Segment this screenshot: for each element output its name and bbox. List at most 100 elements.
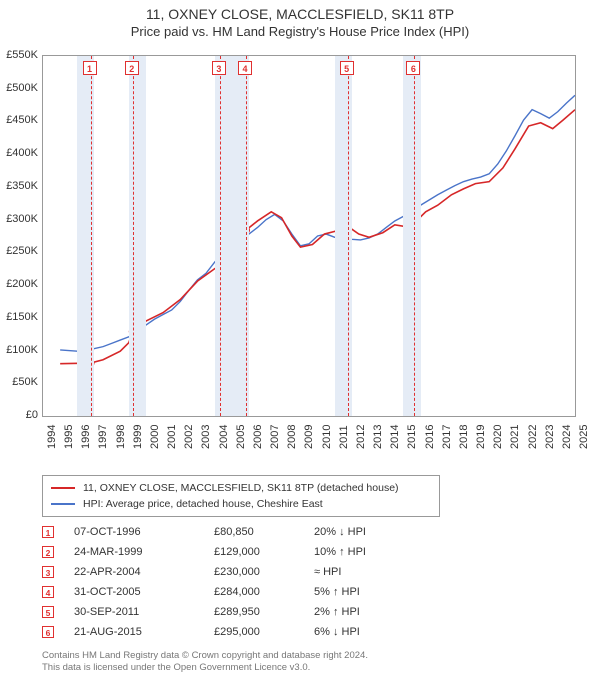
- x-tick-label: 2011: [338, 425, 350, 449]
- footer-line-2: This data is licensed under the Open Gov…: [42, 662, 368, 674]
- y-tick-label: £350K: [0, 180, 42, 192]
- x-tick-label: 1994: [46, 425, 58, 449]
- sale-marker-badge: 5: [340, 61, 354, 75]
- y-tick-label: £400K: [0, 147, 42, 159]
- transaction-badge: 6: [42, 626, 54, 638]
- year-band: [129, 56, 146, 416]
- year-band: [403, 56, 420, 416]
- x-tick-label: 2018: [458, 425, 470, 449]
- transaction-price: £289,950: [214, 606, 314, 618]
- transaction-badge: 1: [42, 526, 54, 538]
- title-line-1: 11, OXNEY CLOSE, MACCLESFIELD, SK11 8TP: [0, 6, 600, 22]
- y-tick-label: £50K: [0, 376, 42, 388]
- chart-container: 11, OXNEY CLOSE, MACCLESFIELD, SK11 8TP …: [0, 0, 600, 680]
- y-tick-label: £250K: [0, 245, 42, 257]
- x-tick-label: 2024: [561, 425, 573, 449]
- transaction-price: £80,850: [214, 526, 314, 538]
- transaction-row: 621-AUG-2015£295,0006% ↓ HPI: [42, 622, 434, 642]
- year-band: [335, 56, 352, 416]
- transaction-row: 4 31-OCT-2005£284,0005% ↑ HPI: [42, 582, 434, 602]
- sale-marker-badge: 2: [125, 61, 139, 75]
- x-tick-label: 2008: [286, 425, 298, 449]
- transaction-badge: 2: [42, 546, 54, 558]
- transaction-delta: 20% ↓ HPI: [314, 526, 434, 538]
- plot-area: [42, 55, 576, 417]
- transaction-row: 2 24-MAR-1999£129,00010% ↑ HPI: [42, 542, 434, 562]
- x-tick-label: 2022: [527, 425, 539, 449]
- x-tick-label: 2023: [544, 425, 556, 449]
- x-tick-label: 2007: [269, 425, 281, 449]
- year-band: [77, 56, 94, 416]
- transaction-price: £284,000: [214, 586, 314, 598]
- x-tick-label: 2020: [492, 425, 504, 449]
- year-band: [215, 56, 232, 416]
- sale-marker-badge: 1: [83, 61, 97, 75]
- x-tick-label: 2012: [355, 425, 367, 449]
- legend-swatch-hpi: [51, 503, 75, 505]
- sale-marker-badge: 4: [238, 61, 252, 75]
- transaction-date: 07-OCT-1996: [74, 526, 214, 538]
- title-line-2: Price paid vs. HM Land Registry's House …: [0, 24, 600, 39]
- sale-vline: [414, 56, 415, 416]
- x-tick-label: 2017: [441, 425, 453, 449]
- y-tick-label: £500K: [0, 82, 42, 94]
- x-tick-label: 2002: [183, 425, 195, 449]
- x-tick-label: 2003: [200, 425, 212, 449]
- x-tick-label: 1995: [63, 425, 75, 449]
- y-tick-label: £0: [0, 409, 42, 421]
- transaction-delta: 2% ↑ HPI: [314, 606, 434, 618]
- legend-label-price-paid: 11, OXNEY CLOSE, MACCLESFIELD, SK11 8TP …: [83, 482, 399, 494]
- transaction-price: £230,000: [214, 566, 314, 578]
- transaction-delta: 10% ↑ HPI: [314, 546, 434, 558]
- sale-vline: [91, 56, 92, 416]
- x-tick-label: 2001: [166, 425, 178, 449]
- transaction-delta: 6% ↓ HPI: [314, 626, 434, 638]
- x-tick-label: 1998: [115, 425, 127, 449]
- transaction-date: 21-AUG-2015: [74, 626, 214, 638]
- x-tick-label: 2009: [303, 425, 315, 449]
- sale-vline: [220, 56, 221, 416]
- transaction-date: 24-MAR-1999: [74, 546, 214, 558]
- x-tick-label: 1996: [80, 425, 92, 449]
- x-tick-label: 2004: [218, 425, 230, 449]
- sale-vline: [348, 56, 349, 416]
- sale-marker-badge: 6: [406, 61, 420, 75]
- transaction-delta: 5% ↑ HPI: [314, 586, 434, 598]
- transactions-table: 1 07-OCT-1996£80,85020% ↓ HPI 2 24-MAR-1999…: [42, 522, 434, 642]
- x-tick-label: 2000: [149, 425, 161, 449]
- x-tick-label: 2013: [372, 425, 384, 449]
- transaction-delta: ≈ HPI: [314, 566, 434, 578]
- footer-line-1: Contains HM Land Registry data © Crown c…: [42, 650, 368, 662]
- sale-vline: [246, 56, 247, 416]
- transaction-date: 31-OCT-2005: [74, 586, 214, 598]
- sale-vline: [133, 56, 134, 416]
- legend-swatch-price-paid: [51, 487, 75, 489]
- transaction-badge: 5: [42, 606, 54, 618]
- titles: 11, OXNEY CLOSE, MACCLESFIELD, SK11 8TP …: [0, 0, 600, 39]
- y-tick-label: £450K: [0, 114, 42, 126]
- x-tick-label: 2014: [389, 425, 401, 449]
- legend-row-hpi: HPI: Average price, detached house, Ches…: [51, 496, 431, 512]
- legend: 11, OXNEY CLOSE, MACCLESFIELD, SK11 8TP …: [42, 475, 440, 517]
- x-tick-label: 2021: [509, 425, 521, 449]
- x-tick-label: 2025: [578, 425, 590, 449]
- x-tick-label: 2010: [321, 425, 333, 449]
- y-tick-label: £150K: [0, 311, 42, 323]
- x-tick-label: 2019: [475, 425, 487, 449]
- y-tick-label: £200K: [0, 278, 42, 290]
- transaction-badge: 4: [42, 586, 54, 598]
- legend-row-price-paid: 11, OXNEY CLOSE, MACCLESFIELD, SK11 8TP …: [51, 480, 431, 496]
- sale-marker-badge: 3: [212, 61, 226, 75]
- transaction-price: £129,000: [214, 546, 314, 558]
- plot-svg: [43, 56, 575, 416]
- transaction-date: 30-SEP-2011: [74, 606, 214, 618]
- transaction-row: 5 30-SEP-2011£289,9502% ↑ HPI: [42, 602, 434, 622]
- transaction-date: 22-APR-2004: [74, 566, 214, 578]
- legend-label-hpi: HPI: Average price, detached house, Ches…: [83, 498, 323, 510]
- y-tick-label: £550K: [0, 49, 42, 61]
- transaction-badge: 3: [42, 566, 54, 578]
- x-tick-label: 2006: [252, 425, 264, 449]
- x-tick-label: 1997: [97, 425, 109, 449]
- y-tick-label: £300K: [0, 213, 42, 225]
- x-tick-label: 2016: [424, 425, 436, 449]
